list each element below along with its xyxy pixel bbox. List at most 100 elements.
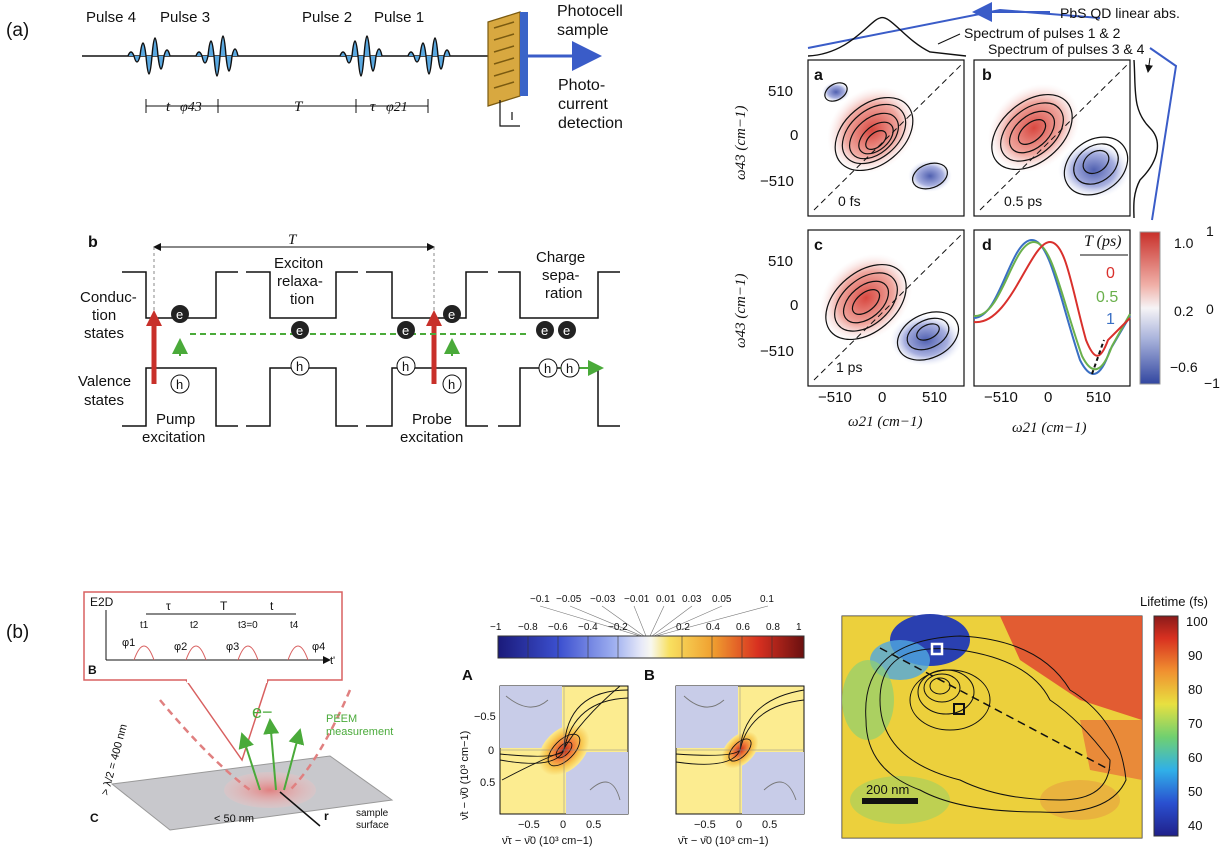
spectrum-panel-d-letter: d — [982, 237, 992, 254]
contour-ylabel: ν̄t − ν̄0 (10³ cm−1) — [459, 731, 471, 820]
hole-label: h — [296, 359, 303, 374]
cut-curve-0.5ps — [973, 240, 1131, 371]
legend-entry-1: 1 — [1106, 311, 1115, 328]
electron-label: e — [541, 323, 548, 338]
contour-scale-bottom-ticks: −1 −0.8 −0.6 −0.4 −0.2 0.2 0.4 0.6 0.8 1 — [490, 622, 802, 633]
y-axis-label-bottom: ω43 (cm−1) — [733, 274, 749, 348]
lifetime-map: 200 nm Lifetime (fs) 100 90 80 70 60 50 … — [841, 594, 1208, 839]
peem-schematic: E2D t' τ T t t1 t2 t3=0 t4 φ1 φ2 φ3 φ4 B… — [83, 591, 394, 831]
scale-tick: 0.4 — [706, 622, 720, 633]
colorbar-tick-right: −1 — [1204, 375, 1220, 391]
hole-label: h — [448, 377, 455, 392]
photocurrent-detection-label: Photo-current detection — [558, 77, 623, 132]
contour-label-A: A — [462, 667, 473, 684]
y-tick: 510 — [768, 83, 793, 100]
y-tick: −510 — [760, 343, 794, 360]
lifetime-tick: 60 — [1188, 750, 1202, 765]
scalebar-label: 200 nm — [866, 782, 909, 797]
scale-tick: −0.6 — [548, 622, 568, 633]
contour-scale-top-ticks: −0.1 −0.05 −0.03 −0.01 0.01 0.03 0.05 0.… — [530, 594, 774, 605]
phi21-label: φ21 — [386, 100, 408, 115]
spectrum-panel-c-letter: c — [814, 237, 823, 254]
spectrum-panel-a-time: 0 fs — [838, 193, 861, 209]
time-t1: t1 — [140, 620, 149, 631]
2d-spectra-grid: PbS QD linear abs. Spectrum of pulses 1 … — [733, 2, 1220, 436]
spectrum-panel-a: a 0 fs — [807, 59, 965, 217]
scale-tick: −0.05 — [556, 594, 582, 605]
contour-map-B — [675, 685, 805, 815]
pulse-2-waveform — [339, 35, 383, 77]
pulse-4-waveform — [127, 37, 171, 75]
tau-label: τ — [166, 599, 171, 613]
x-tick: 510 — [1086, 389, 1111, 406]
photocell-sample-label: Photocell sample — [557, 3, 623, 39]
y-ticks-bottom: 510 0 −510 — [760, 253, 798, 360]
contour-map-A — [499, 685, 629, 815]
electron-label: e — [448, 307, 455, 322]
x-tick: 0.5 — [762, 819, 777, 831]
linear-abs-label: PbS QD linear abs. — [1060, 5, 1180, 21]
photocell-sample — [487, 11, 602, 127]
exciton-relaxation-label: Exciton relaxa-tion — [274, 255, 323, 308]
scale-tick: −0.2 — [608, 622, 628, 633]
y-axis-label-top: ω43 (cm−1) — [733, 106, 749, 180]
hole-symbols: h h h h h h — [170, 356, 580, 394]
y-tick: 0 — [790, 127, 798, 144]
spectrum-panel-c: c 1 ps — [807, 229, 965, 387]
scale-tick: 0.03 — [682, 594, 702, 605]
x-tick: 0 — [1044, 389, 1052, 406]
spectrum-34-label: Spectrum of pulses 3 & 4 — [988, 41, 1145, 57]
legend-title: T (ps) — [1084, 233, 1122, 250]
time-t3: t3=0 — [238, 620, 258, 631]
peem-measurement-label: PEEM measurement — [326, 713, 393, 738]
scale-tick: 0.6 — [736, 622, 750, 633]
hole-label: h — [176, 377, 183, 392]
spectrum-panel-b-time: 0.5 ps — [1004, 193, 1042, 209]
pulse-2-label: Pulse 2 — [302, 9, 352, 26]
x-tick: −510 — [984, 389, 1018, 406]
colorbar-tick: −0.6 — [1170, 359, 1198, 375]
x-tick: 0.5 — [586, 819, 601, 831]
t-delay-label: t — [166, 99, 171, 115]
pulse-3-waveform — [195, 35, 239, 77]
y-tick: 0.5 — [480, 777, 495, 789]
e2d-label: E2D — [90, 595, 114, 609]
scale-tick: 0.8 — [766, 622, 780, 633]
cut-curve-0ps — [973, 240, 1131, 357]
x-tick: 0 — [736, 819, 742, 831]
spectrum-panel-a-letter: a — [814, 67, 823, 84]
pulse-4-label: Pulse 4 — [86, 9, 136, 26]
contour-xlabel-B: ν̄τ − ν̄0 (10³ cm−1) — [678, 835, 769, 847]
t-label: t — [270, 599, 274, 613]
scale-tick: 0.1 — [760, 594, 774, 605]
y-tick: 0 — [488, 745, 494, 757]
electron-label: e — [563, 323, 570, 338]
x-tick: 0 — [560, 819, 566, 831]
x-tick: −0.5 — [694, 819, 716, 831]
colorbar-tick: 1.0 — [1174, 235, 1194, 251]
colorbar-2d: 1.0 0.2 −0.6 1 0 −1 — [1139, 223, 1220, 391]
scale-tick: −0.4 — [578, 622, 598, 633]
y-ticks-top: 510 0 −510 — [760, 83, 798, 190]
y-tick: 0 — [790, 297, 798, 314]
contour-maps: −0.1 −0.05 −0.03 −0.01 0.01 0.03 0.05 0.… — [459, 594, 805, 847]
spectrum-panel-c-time: 1 ps — [836, 359, 862, 375]
T-delay-label: T — [294, 99, 304, 115]
spectrum-panel-b-letter: b — [982, 67, 992, 84]
lt50-label: < 50 nm — [214, 813, 254, 825]
spectrum-panel-d: d T (ps) 0 0.5 1 — [973, 229, 1131, 387]
x-axis-label-right: ω21 (cm−1) — [1012, 420, 1086, 436]
lifetime-tick: 90 — [1188, 648, 1202, 663]
pulse-1-label: Pulse 1 — [374, 9, 424, 26]
linear-abs-curve-top — [807, 8, 1101, 49]
lifetime-tick: 100 — [1186, 614, 1208, 629]
energy-diagram-label: b — [88, 234, 98, 251]
linear-abs-curve-right — [1149, 47, 1178, 221]
hole-label: h — [566, 361, 573, 376]
sample-surface-label: sample surface — [356, 808, 389, 831]
lifetime-colorbar — [1153, 615, 1179, 837]
sub-label-B: B — [88, 663, 97, 677]
phi2-label: φ2 — [174, 641, 187, 653]
pulse-1-waveform — [407, 37, 451, 75]
